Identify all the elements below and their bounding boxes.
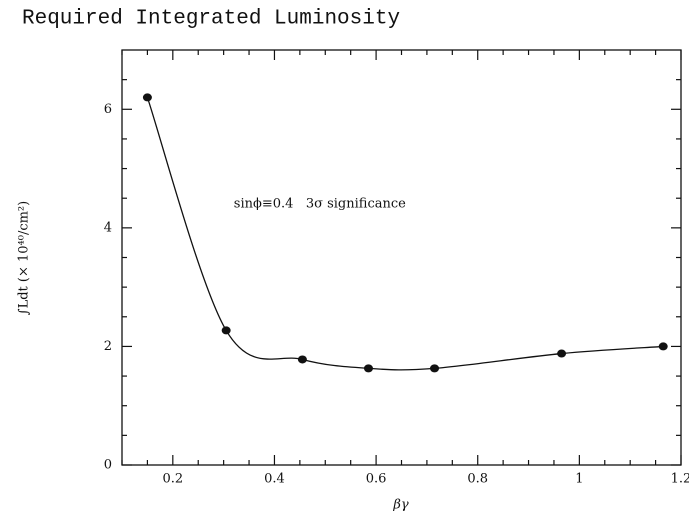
- x-tick-label: 1.2: [671, 472, 689, 487]
- x-tick-label: 0.8: [467, 472, 488, 487]
- data-point: [221, 326, 231, 335]
- y-axis-label: ∫Ldt (× 10⁴⁰/cm²): [17, 201, 32, 315]
- y-tick-label: 0: [104, 458, 112, 473]
- x-tick-label: 0.2: [162, 472, 183, 487]
- data-point: [363, 364, 373, 373]
- data-point: [297, 355, 307, 364]
- x-tick-label: 1: [575, 472, 583, 487]
- data-point: [430, 364, 440, 373]
- data-point: [142, 93, 152, 102]
- x-tick-label: 0.6: [366, 472, 387, 487]
- data-point: [557, 349, 567, 358]
- x-axis-label: βγ: [392, 498, 409, 513]
- y-tick-label: 4: [104, 220, 112, 235]
- data-point: [658, 342, 668, 351]
- plot-frame: [121, 49, 682, 466]
- x-tick-label: 0.4: [264, 472, 285, 487]
- chart-title: Required Integrated Luminosity: [22, 8, 400, 31]
- y-tick-label: 6: [104, 102, 112, 117]
- annotation: sinϕ≡0.4 3σ significance: [234, 197, 406, 212]
- y-tick-label: 2: [104, 339, 112, 354]
